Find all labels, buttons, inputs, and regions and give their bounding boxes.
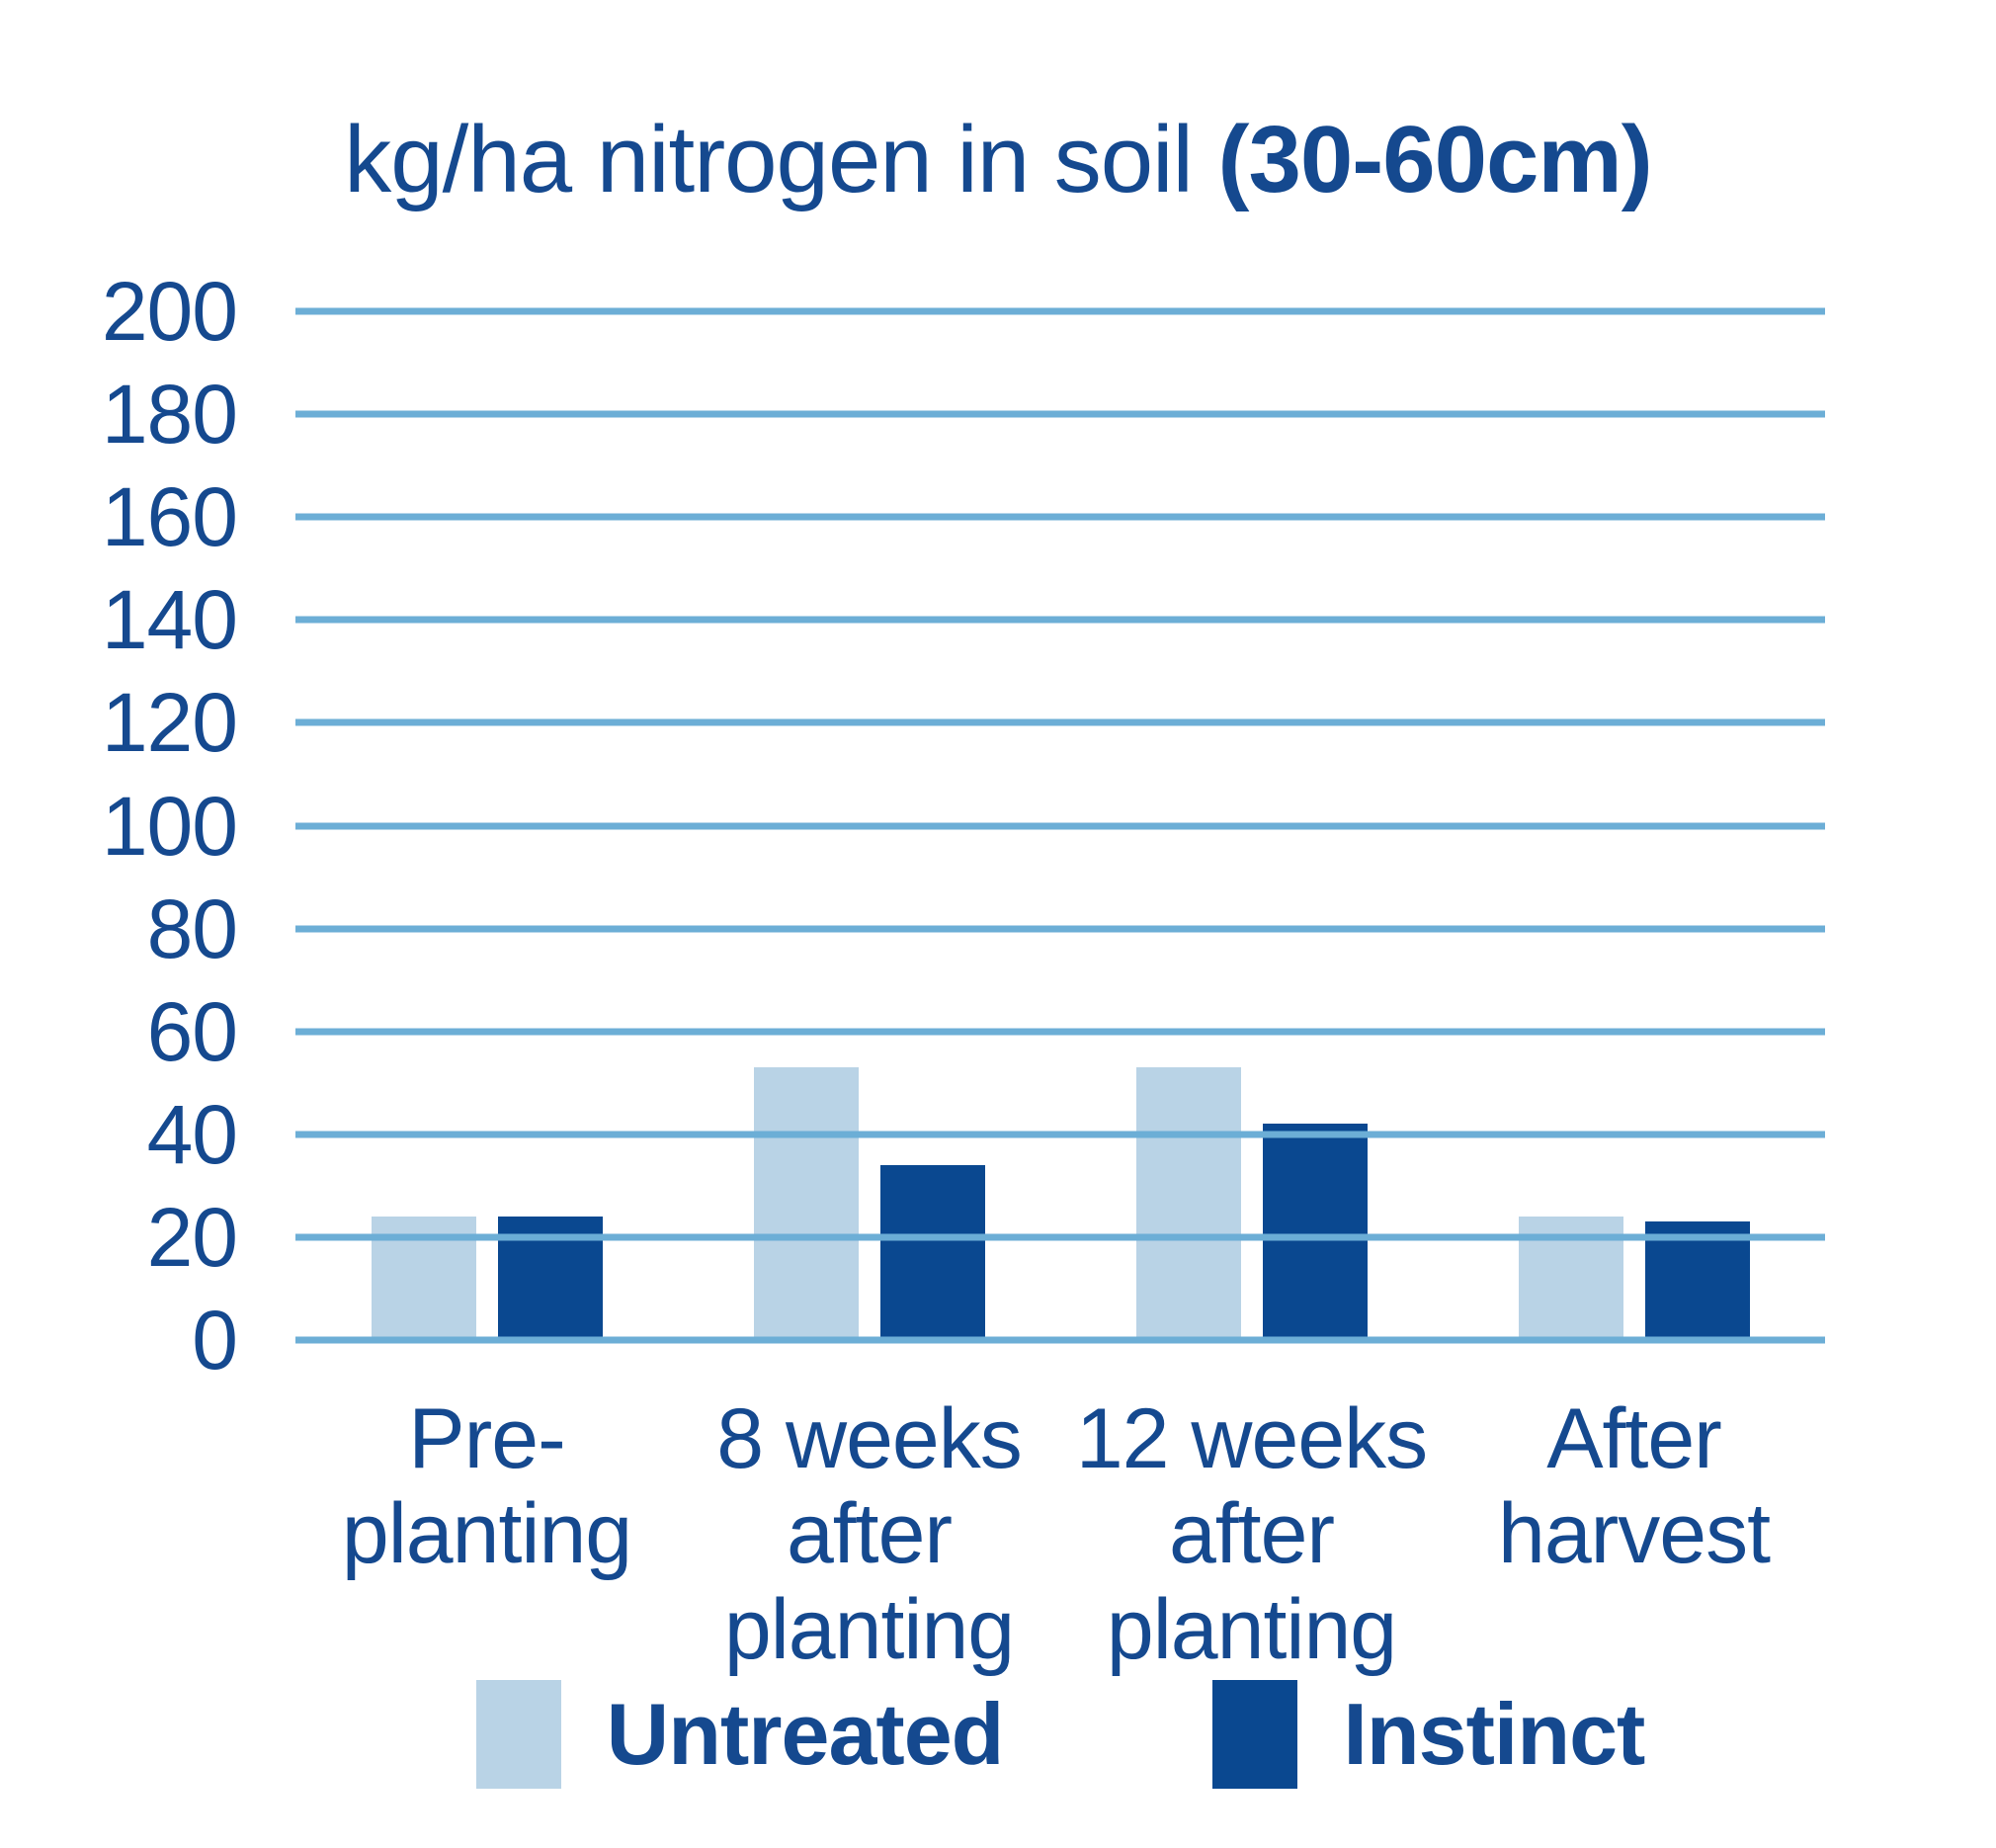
gridline-180 [295, 410, 1825, 418]
x-axis-labels: Pre- planting 8 weeks after planting 12 we… [295, 1391, 1825, 1677]
y-tick-label-160: 160 [101, 470, 238, 564]
gridline-160 [295, 513, 1825, 521]
legend-label-untreated: Untreated [606, 1685, 1005, 1783]
y-axis-labels: 0 20 40 60 80 100 120 140 160 180 200 [0, 270, 238, 1382]
gridline-100 [295, 822, 1825, 829]
y-tick-label-100: 100 [101, 779, 238, 873]
gridline-20 [295, 1233, 1825, 1241]
plot-area [295, 307, 1825, 1344]
gridline-60 [295, 1028, 1825, 1036]
legend-label-instinct: Instinct [1343, 1685, 1645, 1783]
y-tick-label-20: 20 [146, 1190, 238, 1284]
chart-title-regular: kg/ha nitrogen in soil [344, 107, 1218, 212]
legend: Untreated Instinct [295, 1680, 1825, 1789]
chart-title: kg/ha nitrogen in soil (30-60cm) [0, 110, 1996, 210]
y-tick-label-120: 120 [101, 676, 238, 770]
legend-swatch-instinct [1212, 1680, 1298, 1789]
y-tick-label-200: 200 [101, 265, 238, 358]
x-category-label-0: Pre- planting [341, 1391, 632, 1582]
y-tick-label-40: 40 [146, 1087, 238, 1181]
legend-item-instinct: Instinct [1212, 1680, 1645, 1789]
gridline-200 [295, 307, 1825, 315]
bar-group-2 [1060, 311, 1443, 1340]
gridline-80 [295, 925, 1825, 933]
gridline-120 [295, 718, 1825, 726]
y-tick-label-0: 0 [192, 1294, 238, 1386]
chart-title-bold: (30-60cm) [1217, 107, 1653, 212]
legend-swatch-untreated [475, 1680, 561, 1789]
bar-untreated-1 [753, 1067, 859, 1340]
gridline-140 [295, 616, 1825, 624]
x-category-label-3: After harvest [1497, 1391, 1771, 1582]
y-tick-label-60: 60 [146, 984, 238, 1078]
x-category-label-2: 12 weeks after planting [1075, 1391, 1428, 1677]
bar-instinct-1 [879, 1165, 985, 1340]
bar-instinct-3 [1644, 1221, 1750, 1340]
y-tick-label-80: 80 [146, 882, 238, 975]
y-tick-label-180: 180 [101, 368, 238, 462]
bar-untreated-2 [1135, 1067, 1241, 1340]
gridline-40 [295, 1131, 1825, 1138]
bar-group-1 [678, 311, 1060, 1340]
x-category-label-1: 8 weeks after planting [716, 1391, 1023, 1677]
bar-instinct-2 [1262, 1124, 1368, 1340]
legend-item-untreated: Untreated [475, 1680, 1005, 1789]
y-tick-label-140: 140 [101, 573, 238, 667]
gridline-0 [295, 1336, 1825, 1344]
